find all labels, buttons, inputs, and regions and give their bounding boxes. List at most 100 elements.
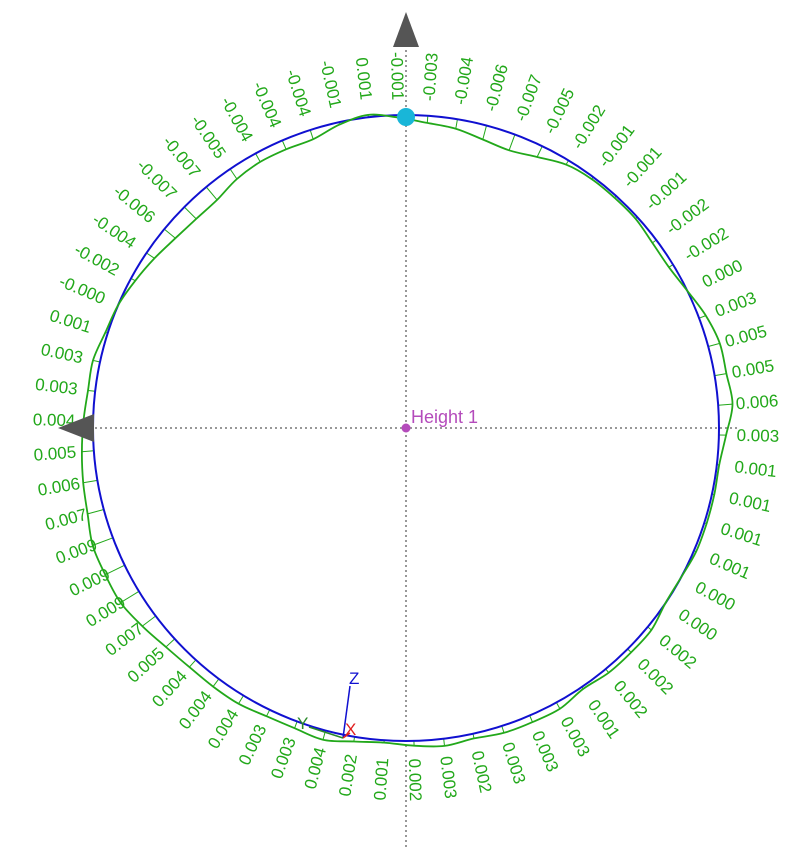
deviation-tick [536, 145, 543, 158]
deviation-label: 0.003 [267, 735, 300, 782]
deviation-label: -0.004 [282, 67, 315, 119]
start-point-icon[interactable] [397, 108, 415, 126]
deviation-label: 0.004 [33, 410, 76, 430]
deviation-label: -0.005 [187, 112, 230, 163]
deviation-tick [165, 638, 176, 648]
deviation-tick [294, 721, 298, 729]
triangle-arrow-icon[interactable] [58, 414, 94, 442]
deviation-label: -0.006 [481, 62, 512, 113]
deviation-tick [92, 359, 101, 363]
deviation-label: -0.006 [110, 182, 159, 227]
deviation-tick [146, 252, 155, 259]
deviation-label: 0.007 [43, 505, 89, 534]
deviation-label: -0.001 [387, 52, 407, 101]
deviation-tick [309, 129, 314, 140]
triad-z-axis [342, 685, 351, 739]
deviation-label: 0.003 [235, 722, 271, 769]
deviation-label: -0.004 [249, 79, 286, 131]
deviation-tick [555, 702, 561, 710]
center-label: Height 1 [411, 407, 478, 427]
deviation-tick [698, 315, 706, 319]
deviation-tick [714, 373, 727, 377]
deviation-label: -0.002 [71, 240, 122, 280]
deviation-tick [718, 403, 733, 406]
triad-z-label: Z [349, 669, 359, 688]
deviation-label: 0.009 [83, 592, 129, 630]
deviation-tick [266, 709, 271, 717]
deviation-profile [80, 113, 734, 748]
center-point [401, 423, 411, 433]
deviation-label: 0.005 [723, 322, 769, 351]
deviation-label: 0.001 [352, 56, 376, 101]
deviation-label: -0.004 [89, 210, 140, 253]
deviation-label: 0.003 [712, 288, 759, 321]
deviation-tick [87, 509, 104, 515]
deviation-tick [255, 153, 261, 163]
deviation-tick [529, 715, 533, 723]
deviation-label: 0.006 [735, 391, 779, 413]
deviation-tick [183, 206, 197, 220]
coordinate-triad: Z X Y [297, 669, 359, 739]
deviation-tick [92, 537, 114, 546]
deviation-label: 0.003 [34, 375, 78, 399]
triangle-arrow-icon[interactable] [393, 12, 419, 47]
deviation-label: -0.000 [56, 272, 108, 308]
deviation-label: 0.002 [468, 749, 496, 795]
deviation-label: 0.002 [405, 758, 425, 801]
deviation-label: 0.000 [699, 256, 746, 292]
deviation-tick [81, 450, 94, 453]
deviation-label: 0.001 [584, 696, 624, 742]
deviation-label: 0.002 [655, 631, 700, 673]
deviation-label: 0.009 [66, 564, 113, 600]
deviation-label: 0.004 [148, 667, 191, 711]
triad-y-label: Y [297, 714, 308, 733]
deviation-label: 0.002 [634, 655, 678, 698]
deviation-label: 0.001 [727, 489, 773, 517]
deviation-tick [212, 678, 220, 687]
deviation-label: -0.002 [568, 102, 609, 153]
deviation-tick [141, 615, 157, 627]
deviation-label: 0.005 [730, 356, 775, 382]
deviation-label: 0.006 [36, 474, 81, 500]
deviation-label: 0.002 [335, 753, 361, 798]
deviation-label: 0.007 [102, 619, 147, 660]
deviation-label: 0.003 [436, 755, 460, 800]
deviation-label: 0.005 [124, 644, 168, 687]
deviation-label: 0.003 [528, 728, 562, 775]
deviation-label: 0.004 [204, 706, 242, 752]
deviation-tick [238, 695, 244, 704]
deviation-label: 0.003 [557, 713, 594, 759]
deviation-tick [455, 119, 458, 129]
deviation-label: 0.004 [301, 745, 330, 791]
deviation-label: -0.002 [663, 195, 713, 239]
deviation-tick [443, 738, 445, 746]
deviation-label: -0.004 [450, 55, 477, 106]
deviation-label: -0.007 [511, 72, 546, 124]
triad-y-axis [308, 726, 344, 739]
triad-x-label: X [345, 720, 356, 739]
deviation-tick [105, 564, 125, 576]
deviation-tick [482, 125, 487, 140]
deviation-label: 0.001 [47, 306, 93, 337]
deviation-tick [229, 168, 238, 180]
deviation-tick [83, 479, 98, 484]
deviation-label: -0.002 [681, 224, 732, 265]
deviation-tick [120, 590, 140, 604]
deviation-tick [87, 390, 96, 392]
deviation-label: 0.003 [498, 740, 529, 786]
deviation-tick [501, 725, 505, 733]
deviation-label: -0.001 [316, 59, 345, 110]
deviation-label: -0.003 [419, 52, 441, 101]
deviation-label: -0.005 [540, 85, 578, 137]
deviation-label: 0.001 [370, 757, 392, 801]
triad-x-axis [342, 732, 351, 739]
deviation-label: 0.003 [736, 426, 779, 446]
deviation-label: 0.002 [610, 677, 652, 722]
deviation-tick [281, 140, 287, 150]
deviation-tick [426, 115, 429, 123]
deviation-label: 0.003 [39, 340, 85, 368]
crosshair [90, 30, 740, 850]
deviation-label: 0.005 [33, 443, 77, 465]
deviation-label: -0.004 [217, 94, 257, 145]
deviation-label: 0.001 [718, 519, 764, 550]
